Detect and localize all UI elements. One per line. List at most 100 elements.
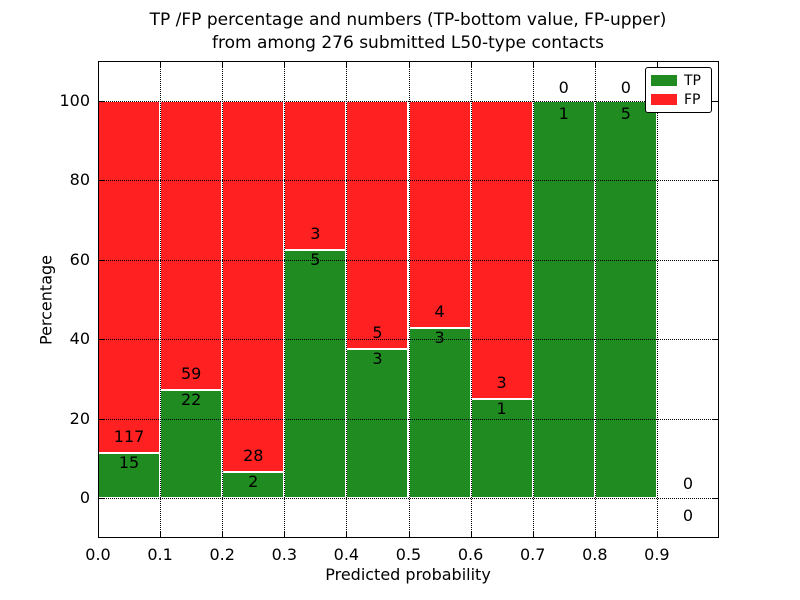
y-tick-left bbox=[99, 339, 104, 341]
v-gridline bbox=[222, 61, 224, 538]
x-tick-top bbox=[656, 62, 658, 67]
x-tick-bottom bbox=[470, 532, 472, 537]
y-tick-right bbox=[713, 339, 718, 341]
legend-label-tp: TP bbox=[684, 72, 701, 89]
tp-count-label: 0 bbox=[682, 506, 694, 526]
bar-tp-segment bbox=[470, 398, 533, 499]
x-tick-bottom bbox=[160, 532, 162, 537]
tp-count-label: 3 bbox=[372, 349, 383, 369]
tp-count-label: 15 bbox=[118, 453, 140, 473]
plot-frame bbox=[98, 61, 719, 538]
bar-fp-segment bbox=[98, 100, 161, 454]
x-tick-top bbox=[284, 62, 286, 67]
fp-count-label: 0 bbox=[682, 474, 694, 494]
x-tick-top bbox=[408, 62, 410, 67]
bar-tp-segment bbox=[222, 471, 285, 499]
y-tick-left bbox=[99, 418, 104, 420]
v-gridline bbox=[160, 61, 162, 538]
v-gridline bbox=[408, 61, 410, 538]
chart-title-line1: TP /FP percentage and numbers (TP-bottom… bbox=[149, 10, 667, 30]
legend-label-fp: FP bbox=[684, 91, 701, 108]
x-tick-label: 0.6 bbox=[457, 545, 484, 564]
y-tick-left bbox=[99, 259, 104, 261]
bar-tp-segment bbox=[532, 100, 595, 499]
bar-tp-segment bbox=[98, 453, 161, 499]
y-tick-label: 20 bbox=[69, 408, 90, 428]
x-tick-label: 0.4 bbox=[333, 545, 360, 564]
tp-count-label: 5 bbox=[310, 249, 321, 269]
x-tick-top bbox=[346, 62, 348, 67]
x-tick-label: 0.0 bbox=[85, 545, 111, 564]
tp-color-swatch bbox=[651, 75, 677, 86]
x-tick-bottom bbox=[284, 532, 286, 537]
tp-count-label: 3 bbox=[434, 327, 445, 347]
chart-title: TP /FP percentage and numbers (TP-bottom… bbox=[150, 9, 667, 55]
y-tick-label: 60 bbox=[69, 249, 90, 269]
y-tick-right bbox=[713, 180, 718, 182]
v-gridline bbox=[656, 61, 658, 538]
x-tick-top bbox=[470, 62, 472, 67]
fp-count-label: 3 bbox=[310, 223, 321, 243]
bar-fp-segment bbox=[408, 100, 471, 328]
y-tick-label: 100 bbox=[59, 90, 90, 110]
y-tick-right bbox=[713, 100, 718, 102]
fp-count-label: 0 bbox=[620, 77, 631, 97]
tp-count-label: 5 bbox=[620, 103, 631, 123]
bar-tp-segment bbox=[594, 100, 657, 499]
v-gridline bbox=[346, 61, 348, 538]
y-tick-right bbox=[713, 418, 718, 420]
chart-title-line2: from among 276 submitted L50-type contac… bbox=[212, 33, 604, 53]
legend: TP FP bbox=[645, 67, 712, 113]
y-tick-left bbox=[99, 180, 104, 182]
x-tick-top bbox=[222, 62, 224, 67]
x-tick-top bbox=[98, 62, 99, 67]
tp-count-label: 1 bbox=[496, 398, 507, 418]
x-tick-bottom bbox=[594, 532, 596, 537]
v-gridline bbox=[532, 61, 534, 538]
v-gridline bbox=[470, 61, 472, 538]
x-tick-label: 0.9 bbox=[644, 545, 670, 564]
y-tick-label: 80 bbox=[69, 170, 90, 190]
x-tick-bottom bbox=[532, 532, 534, 537]
x-tick-label: 0.1 bbox=[147, 545, 173, 564]
v-gridline bbox=[284, 61, 286, 538]
bar-tp-segment bbox=[346, 349, 409, 499]
legend-item-fp: FP bbox=[651, 93, 706, 107]
fp-count-label: 28 bbox=[243, 445, 264, 465]
bar-fp-segment bbox=[222, 100, 285, 472]
bar-fp-segment bbox=[346, 100, 409, 350]
fp-count-label: 59 bbox=[180, 364, 202, 384]
bar-tp-segment bbox=[160, 390, 223, 499]
x-tick-top bbox=[594, 62, 596, 67]
y-tick-right bbox=[713, 498, 718, 500]
x-tick-label: 0.3 bbox=[271, 545, 298, 564]
x-axis-label: Predicted probability bbox=[325, 565, 491, 584]
bar-fp-segment bbox=[160, 100, 223, 391]
fp-count-label: 5 bbox=[372, 323, 383, 343]
y-tick-right bbox=[713, 259, 718, 261]
fp-count-label: 3 bbox=[496, 372, 507, 392]
x-tick-bottom bbox=[98, 532, 99, 537]
x-tick-bottom bbox=[346, 532, 348, 537]
x-tick-bottom bbox=[222, 532, 224, 537]
tp-count-label: 2 bbox=[248, 471, 259, 491]
fp-color-swatch bbox=[651, 94, 677, 105]
fp-count-label: 117 bbox=[113, 427, 145, 447]
x-tick-label: 0.8 bbox=[582, 545, 608, 564]
y-tick-left bbox=[99, 498, 104, 500]
x-tick-label: 0.5 bbox=[395, 545, 422, 564]
y-tick-label: 0 bbox=[79, 488, 90, 508]
x-tick-label: 0.7 bbox=[519, 545, 546, 564]
fp-count-label: 0 bbox=[558, 77, 569, 97]
x-tick-bottom bbox=[408, 532, 410, 537]
x-tick-bottom bbox=[656, 532, 658, 537]
y-tick-left bbox=[99, 100, 104, 102]
fp-count-label: 4 bbox=[434, 301, 445, 321]
tp-count-label: 22 bbox=[180, 390, 202, 410]
v-gridline bbox=[594, 61, 596, 538]
y-tick-label: 40 bbox=[69, 329, 90, 349]
bar-fp-segment bbox=[284, 100, 347, 250]
x-tick-top bbox=[532, 62, 534, 67]
legend-item-tp: TP bbox=[651, 74, 706, 88]
